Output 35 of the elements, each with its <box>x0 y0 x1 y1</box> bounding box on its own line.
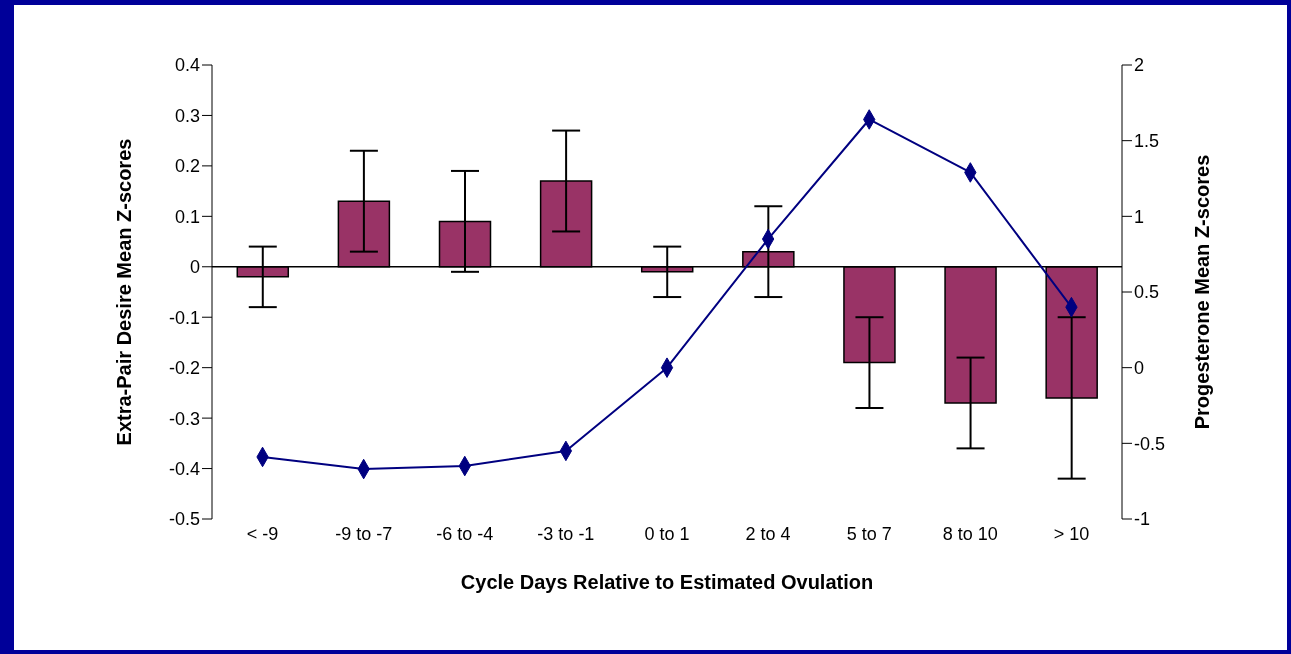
y-axis-title: Extra-Pair Desire Mean Z-scores <box>113 138 136 446</box>
x-tick-label: -9 to -7 <box>335 523 393 544</box>
x-tick-label: < -9 <box>246 523 279 544</box>
bar <box>438 220 492 268</box>
y-tick-label: -0.4 <box>168 458 200 479</box>
y-tick-label: -0.2 <box>168 358 200 379</box>
y2-tick-label: 0.5 <box>1134 282 1160 303</box>
y-tick-label: -0.3 <box>168 408 200 429</box>
y2-tick-label: 1 <box>1134 206 1145 227</box>
bar <box>539 180 593 268</box>
y-tick-label: 0 <box>189 257 200 278</box>
x-tick-label: > 10 <box>1053 523 1090 544</box>
x-tick-label: 2 to 4 <box>745 523 791 544</box>
y-tick-label: 0.4 <box>174 55 200 76</box>
x-tick-label: 5 to 7 <box>846 523 892 544</box>
y-tick-label: -0.5 <box>168 509 200 530</box>
bar <box>337 200 391 268</box>
x-tick-label: -6 to -4 <box>436 523 494 544</box>
x-tick-label: -3 to -1 <box>537 523 595 544</box>
x-tick-label: 0 to 1 <box>644 523 690 544</box>
bar <box>843 266 896 364</box>
y2-axis-title: Progesterone Mean Z-scores <box>1191 154 1214 430</box>
y-tick-label: 0.1 <box>174 206 200 227</box>
y-tick-label: -0.1 <box>168 307 200 328</box>
y2-tick-label: 1.5 <box>1134 131 1160 152</box>
y2-tick-label: -1 <box>1134 509 1151 530</box>
bar <box>1045 266 1098 399</box>
y-tick-label: 0.2 <box>174 156 200 177</box>
y2-tick-label: 2 <box>1134 55 1145 76</box>
y2-tick-label: -0.5 <box>1134 433 1166 454</box>
x-axis-title: Cycle Days Relative to Estimated Ovulation <box>460 571 874 593</box>
y-tick-label: 0.3 <box>174 105 200 126</box>
bar <box>944 266 997 404</box>
y2-tick-label: 0 <box>1134 358 1145 379</box>
x-tick-label: 8 to 10 <box>942 523 998 544</box>
